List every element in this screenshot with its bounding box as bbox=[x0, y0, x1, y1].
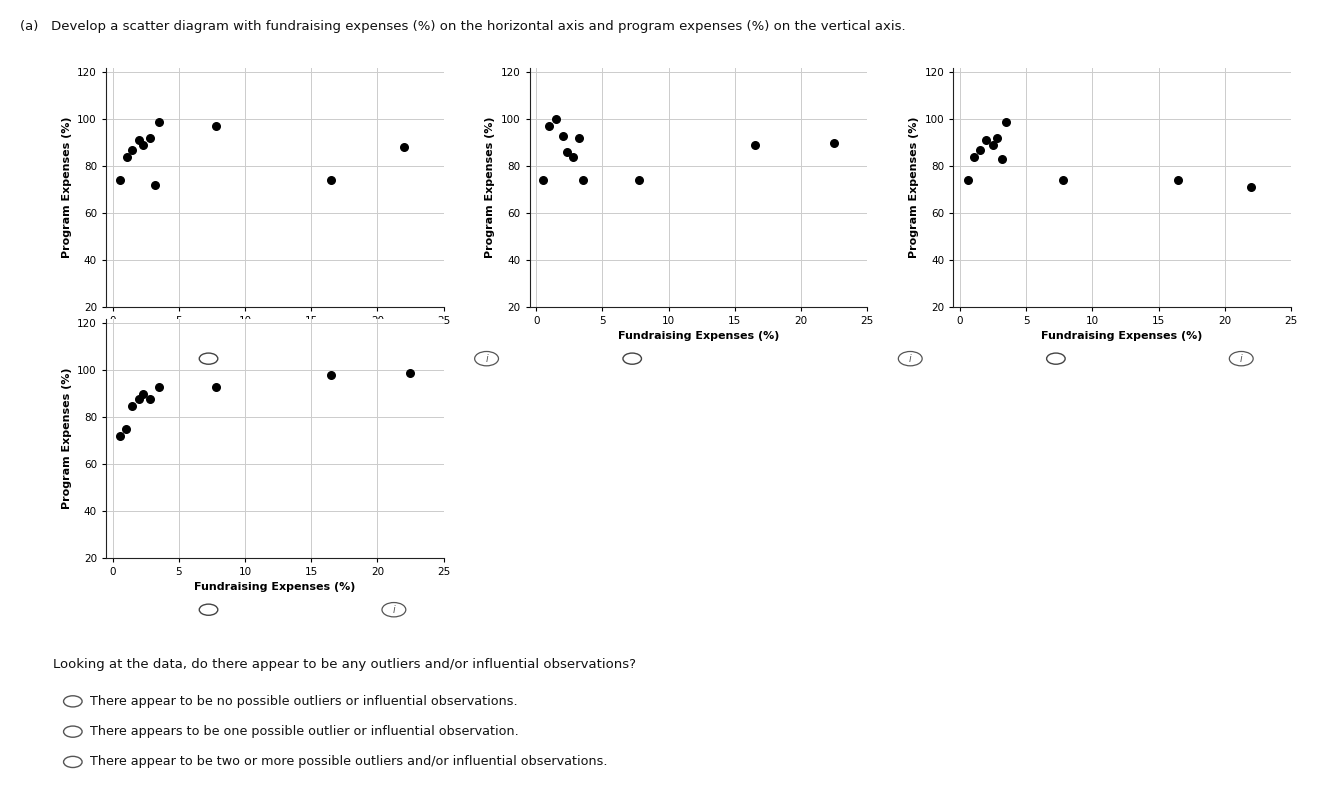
Point bbox=[122, 143, 143, 156]
Text: i: i bbox=[392, 605, 396, 614]
Point bbox=[1241, 181, 1262, 194]
Text: i: i bbox=[485, 354, 489, 363]
Point bbox=[393, 141, 414, 154]
Point bbox=[545, 113, 567, 126]
Text: i: i bbox=[908, 354, 912, 363]
Point bbox=[1053, 174, 1074, 186]
Point bbox=[563, 151, 584, 163]
Point bbox=[132, 139, 154, 151]
X-axis label: Fundraising Expenses (%): Fundraising Expenses (%) bbox=[618, 332, 779, 341]
Point bbox=[957, 174, 978, 186]
X-axis label: Fundraising Expenses (%): Fundraising Expenses (%) bbox=[195, 583, 355, 592]
Point bbox=[1168, 174, 1189, 186]
Text: There appear to be no possible outliers or influential observations.: There appear to be no possible outliers … bbox=[90, 695, 518, 708]
Point bbox=[139, 132, 160, 144]
Point bbox=[969, 143, 990, 156]
Point bbox=[132, 387, 154, 400]
Text: There appear to be two or more possible outliers and/or influential observations: There appear to be two or more possible … bbox=[90, 756, 608, 768]
Point bbox=[148, 380, 169, 393]
Point bbox=[110, 430, 131, 442]
Text: There appears to be one possible outlier or influential observation.: There appears to be one possible outlier… bbox=[90, 725, 519, 738]
Point bbox=[992, 153, 1013, 166]
Point bbox=[744, 139, 765, 151]
Point bbox=[532, 174, 553, 186]
Text: (a)   Develop a scatter diagram with fundraising expenses (%) on the horizontal : (a) Develop a scatter diagram with fundr… bbox=[20, 20, 906, 33]
Point bbox=[110, 174, 131, 186]
Point bbox=[539, 120, 560, 133]
Point bbox=[320, 174, 342, 186]
Text: i: i bbox=[1239, 354, 1243, 363]
Point bbox=[552, 129, 573, 142]
Point bbox=[986, 132, 1008, 144]
Point bbox=[996, 116, 1017, 128]
Point bbox=[205, 380, 226, 393]
Y-axis label: Program Expenses (%): Program Expenses (%) bbox=[62, 367, 71, 509]
Point bbox=[139, 392, 160, 405]
Point bbox=[400, 367, 421, 379]
Point bbox=[629, 174, 650, 186]
Point bbox=[115, 422, 136, 435]
X-axis label: Fundraising Expenses (%): Fundraising Expenses (%) bbox=[195, 332, 355, 341]
Point bbox=[148, 116, 169, 128]
Point bbox=[144, 179, 166, 191]
Point bbox=[122, 399, 143, 412]
Point bbox=[205, 120, 226, 133]
Point bbox=[572, 174, 593, 186]
Point bbox=[320, 369, 342, 382]
Y-axis label: Program Expenses (%): Program Expenses (%) bbox=[910, 116, 919, 258]
Y-axis label: Program Expenses (%): Program Expenses (%) bbox=[486, 116, 495, 258]
Point bbox=[824, 136, 845, 149]
Point bbox=[964, 151, 985, 163]
X-axis label: Fundraising Expenses (%): Fundraising Expenses (%) bbox=[1042, 332, 1202, 341]
Point bbox=[556, 146, 577, 159]
Point bbox=[128, 134, 150, 147]
Point bbox=[976, 134, 997, 147]
Point bbox=[128, 392, 150, 405]
Point bbox=[568, 132, 589, 144]
Point bbox=[117, 151, 138, 163]
Text: Looking at the data, do there appear to be any outliers and/or influential obser: Looking at the data, do there appear to … bbox=[53, 658, 636, 670]
Y-axis label: Program Expenses (%): Program Expenses (%) bbox=[62, 116, 71, 258]
Point bbox=[982, 139, 1004, 151]
